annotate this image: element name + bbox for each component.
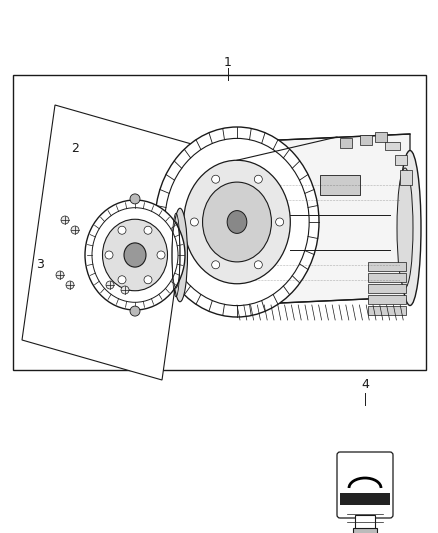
Circle shape [71, 226, 79, 234]
Circle shape [61, 216, 69, 224]
FancyBboxPatch shape [337, 452, 393, 518]
Circle shape [130, 306, 140, 316]
Circle shape [254, 261, 262, 269]
Bar [360, 135, 372, 145]
Ellipse shape [202, 182, 272, 262]
Circle shape [276, 218, 284, 226]
Bar [355, 515, 375, 530]
Circle shape [118, 276, 126, 284]
Circle shape [212, 261, 220, 269]
Ellipse shape [184, 160, 290, 284]
Circle shape [130, 194, 140, 204]
Circle shape [254, 175, 262, 183]
Circle shape [118, 226, 126, 234]
Ellipse shape [165, 139, 309, 305]
Ellipse shape [155, 127, 319, 317]
Ellipse shape [399, 150, 421, 305]
Ellipse shape [397, 168, 413, 288]
Ellipse shape [85, 200, 185, 310]
Bar [368, 295, 406, 304]
Bar [400, 170, 412, 185]
Text: 1: 1 [224, 55, 232, 69]
Bar [368, 306, 406, 315]
Polygon shape [237, 134, 410, 305]
Circle shape [191, 218, 198, 226]
Ellipse shape [92, 208, 178, 302]
Bar [368, 273, 406, 282]
Bar [368, 262, 406, 271]
Bar [340, 138, 352, 148]
Circle shape [56, 271, 64, 279]
Bar [13, 75, 426, 370]
Bar [368, 284, 406, 293]
Circle shape [105, 251, 113, 259]
Circle shape [121, 286, 129, 294]
Polygon shape [22, 105, 195, 380]
Text: 4: 4 [361, 378, 369, 392]
Bar [340, 493, 390, 505]
Bar [320, 175, 360, 195]
Bar [395, 155, 407, 165]
Circle shape [106, 281, 114, 289]
Circle shape [144, 226, 152, 234]
Ellipse shape [173, 208, 187, 302]
Text: 2: 2 [71, 141, 79, 155]
Text: 3: 3 [36, 259, 44, 271]
Circle shape [144, 276, 152, 284]
Bar [353, 528, 377, 533]
Ellipse shape [227, 211, 247, 233]
Bar [375, 132, 387, 142]
Ellipse shape [124, 243, 146, 267]
Bar [385, 142, 400, 150]
Ellipse shape [102, 219, 167, 290]
Circle shape [212, 175, 220, 183]
Circle shape [157, 251, 165, 259]
Circle shape [66, 281, 74, 289]
